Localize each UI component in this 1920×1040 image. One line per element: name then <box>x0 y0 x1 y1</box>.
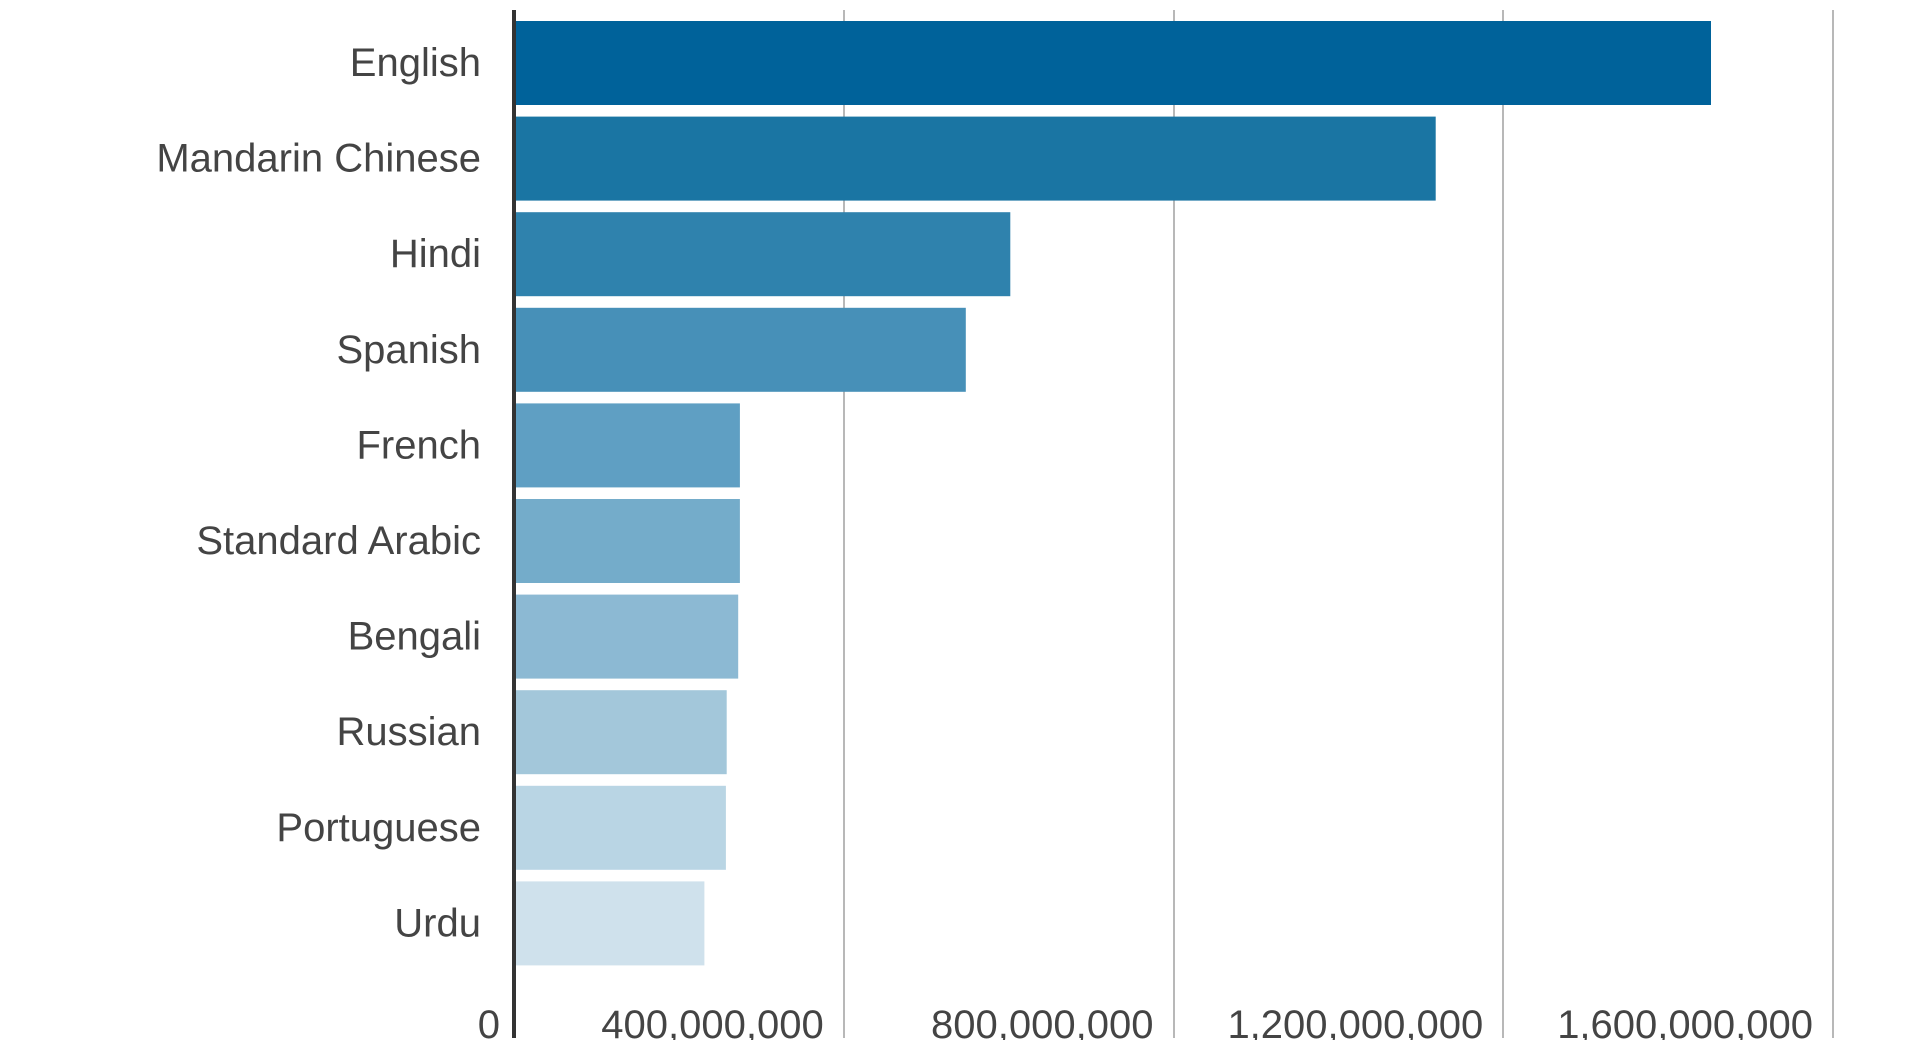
bar-russian <box>514 690 727 775</box>
category-label-english: English <box>350 41 481 85</box>
category-label-spanish: Spanish <box>336 328 481 372</box>
bar-mandarin-chinese <box>514 116 1436 201</box>
category-labels: English Mandarin Chinese Hindi Spanish Frenc… <box>156 41 481 945</box>
category-label-russian: Russian <box>336 710 481 754</box>
category-label-bengali: Bengali <box>348 615 481 659</box>
bar-spanish <box>514 307 966 392</box>
bars <box>514 21 1711 966</box>
x-tick-label-3: 1,200,000,000 <box>1227 1003 1483 1040</box>
category-label-standard-arabic: Standard Arabic <box>196 519 481 563</box>
bar-bengali <box>514 594 739 679</box>
bar-portuguese <box>514 785 726 870</box>
category-label-portuguese: Portuguese <box>276 806 481 850</box>
x-tick-label-1: 400,000,000 <box>601 1003 823 1040</box>
x-tick-label-0: 0 <box>478 1003 500 1040</box>
bar-english <box>514 21 1711 105</box>
category-label-mandarin-chinese: Mandarin Chinese <box>156 137 481 181</box>
x-tick-labels: 0 400,000,000 800,000,000 1,200,000,000 1,60… <box>478 1003 1813 1040</box>
category-label-french: French <box>357 423 482 467</box>
bar-standard-arabic <box>514 499 740 583</box>
bar-hindi <box>514 212 1011 297</box>
x-tick-label-2: 800,000,000 <box>931 1003 1153 1040</box>
category-label-hindi: Hindi <box>390 232 481 276</box>
category-label-urdu: Urdu <box>394 901 481 945</box>
bar-urdu <box>514 881 705 966</box>
bar-french <box>514 403 740 488</box>
x-tick-label-4: 1,600,000,000 <box>1557 1003 1813 1040</box>
